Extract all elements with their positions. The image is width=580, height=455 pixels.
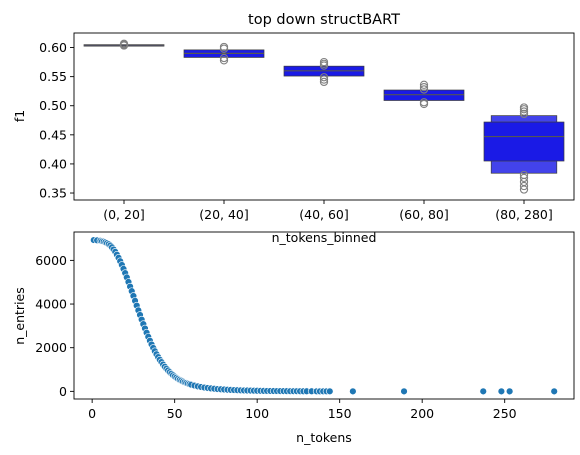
boxen-outlier — [519, 109, 529, 119]
boxen-outlier — [319, 73, 329, 82]
scatter-plot-x-axis: 0 50 100 150 200 250 — [88, 399, 517, 421]
y-tick-label: 0.35 — [39, 186, 67, 201]
boxen-box — [483, 121, 565, 162]
boxen-group — [483, 103, 565, 194]
boxen-plot-x-axis-label: n_tokens_binned — [272, 230, 377, 245]
boxen-plot-y-axis-label: f1 — [12, 110, 27, 122]
boxen-outlier — [419, 98, 429, 107]
y-tick-label: 0.50 — [39, 98, 67, 113]
x-tick-label: (60, 80] — [399, 207, 449, 222]
boxen-outlier — [519, 107, 529, 116]
scatter-point — [505, 387, 514, 396]
boxen-plot-y-axis: 0.35 0.40 0.45 0.50 0.55 0.60 — [39, 40, 74, 201]
boxen-outlier — [419, 80, 429, 89]
x-tick-label: 0 — [88, 406, 96, 421]
x-tick-label: (20, 40] — [199, 207, 249, 222]
scatter-point — [326, 387, 334, 396]
boxen-outlier — [519, 170, 529, 180]
scatter-point — [349, 387, 357, 396]
y-tick-label: 0.60 — [39, 40, 67, 55]
boxen-outlier — [319, 77, 329, 87]
scatter-point — [550, 387, 558, 396]
y-tick-label: 2000 — [35, 340, 67, 355]
boxen-group — [83, 39, 165, 50]
x-tick-label: 150 — [328, 406, 352, 421]
boxen-outlier — [419, 82, 429, 92]
x-tick-label: (0, 20] — [103, 207, 145, 222]
boxen-outlier — [519, 103, 529, 112]
boxen-group — [383, 80, 465, 109]
x-tick-label: (80, 280] — [495, 207, 552, 222]
y-tick-label: 6000 — [35, 253, 67, 268]
boxen-plot-x-axis: (0, 20] (20, 40] (40, 60] (60, 80] (80, 280] — [103, 200, 553, 222]
scatter-plot-x-axis-label: n_tokens — [296, 430, 352, 445]
boxen-outlier — [519, 173, 529, 183]
boxen-plot-panel: top down structBART 0.35 0.40 0.45 0.50 0.55… — [12, 12, 575, 222]
boxen-outlier — [319, 57, 329, 67]
scatter-point — [479, 387, 487, 396]
boxen-outlier — [219, 53, 229, 63]
scatter-plot-content — [90, 236, 558, 396]
boxen-outlier — [319, 75, 329, 84]
scatter-plot-y-axis-label: n_entries — [12, 287, 27, 345]
boxen-group — [183, 42, 265, 65]
boxen-outlier — [119, 39, 129, 48]
x-tick-label: (40, 60] — [299, 207, 349, 222]
scatter-point — [497, 387, 506, 396]
boxen-group — [283, 57, 365, 87]
y-tick-label: 4000 — [35, 297, 67, 312]
x-tick-label: 200 — [410, 406, 434, 421]
boxen-plot-content — [83, 39, 565, 194]
boxen-plot-title: top down structBART — [248, 12, 400, 28]
x-tick-label: 100 — [245, 406, 269, 421]
x-tick-label: 50 — [167, 406, 183, 421]
boxen-outlier — [519, 181, 529, 191]
y-tick-label: 0.55 — [39, 69, 67, 84]
y-tick-label: 0.40 — [39, 156, 67, 171]
boxen-outlier — [219, 42, 229, 52]
boxen-outlier — [419, 85, 429, 94]
scatter-plot-frame — [73, 231, 575, 400]
y-tick-label: 0 — [59, 384, 67, 399]
x-tick-label: 250 — [493, 406, 517, 421]
boxen-outlier — [219, 56, 229, 65]
scatter-point — [400, 387, 408, 396]
scatter-plot-y-axis: 0 2000 4000 6000 — [35, 253, 74, 399]
y-tick-label: 0.45 — [39, 127, 67, 142]
